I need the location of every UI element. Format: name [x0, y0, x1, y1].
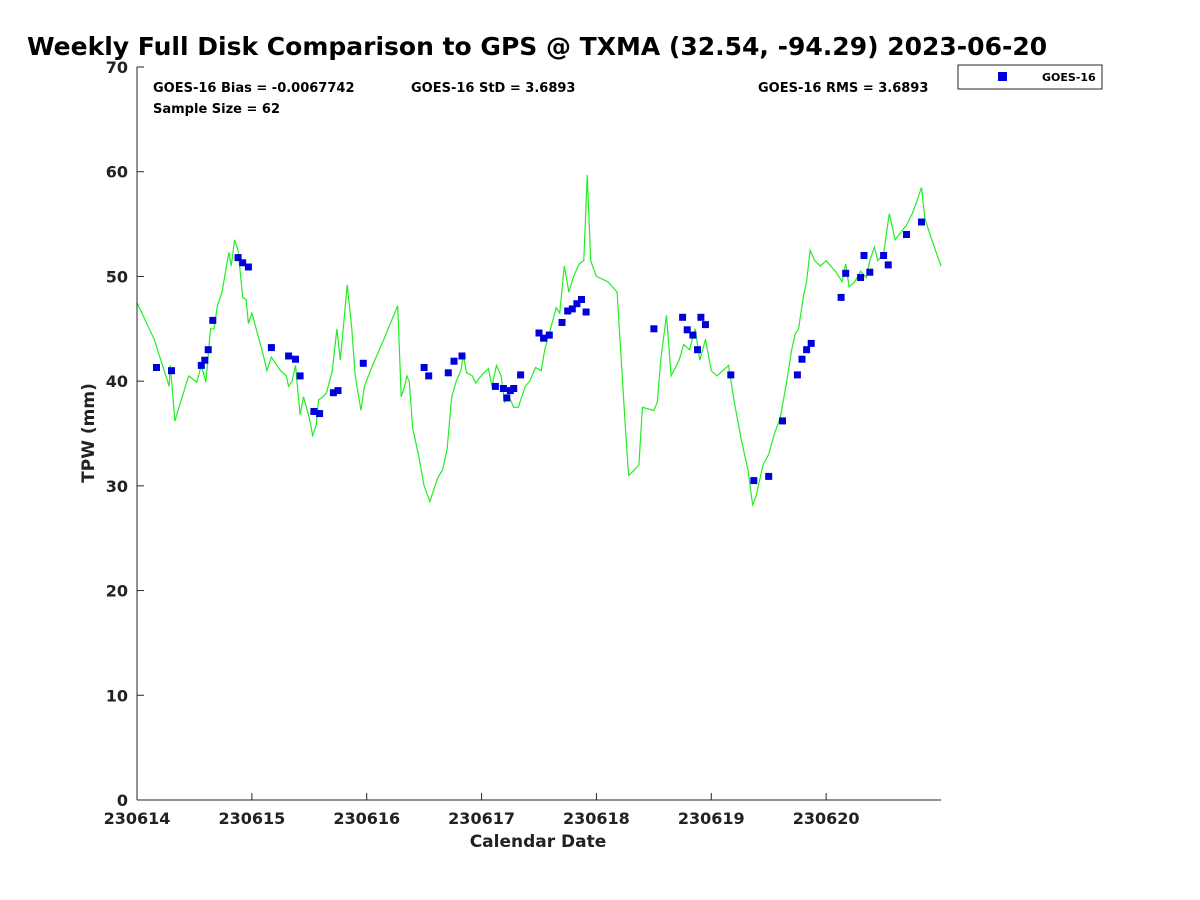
- x-ticks: 230614 230615 230616 230617 230618 230619 2306…: [104, 793, 860, 828]
- goes16-data-point: [168, 367, 175, 375]
- goes16-data-point: [689, 331, 697, 339]
- goes16-data-point: [204, 346, 212, 354]
- goes16-data-point: [316, 410, 324, 418]
- std-annotation: GOES-16 StD = 3.6893: [411, 81, 575, 96]
- goes16-data-point: [650, 325, 658, 333]
- plot-area: 0 10 20 30 40 50 60 70 230614 230615 230616 230617…: [104, 58, 942, 828]
- y-ticks: 0 10 20 30 40 50 60 70: [106, 58, 144, 810]
- goes16-data-point: [578, 296, 585, 303]
- goes16-data-point: [880, 252, 888, 259]
- chart-title: Weekly Full Disk Comparison to GPS @ TXM…: [27, 32, 1047, 61]
- goes16-data-point: [866, 268, 874, 276]
- goes16-data-point: [197, 361, 205, 369]
- goes16-data-point: [779, 417, 786, 425]
- legend-box: [957, 64, 1103, 90]
- y-tick-label: 0: [117, 791, 128, 810]
- goes16-data-point: [244, 263, 252, 271]
- x-tick-label: 230615: [218, 809, 285, 828]
- goes16-data-point: [860, 252, 868, 259]
- goes16-data-point: [510, 385, 518, 392]
- goes16-data-point: [803, 346, 811, 354]
- x-tick-label: 230616: [333, 809, 400, 828]
- goes16-data-point: [209, 316, 217, 324]
- goes16-data-point: [545, 331, 553, 339]
- y-tick-label: 50: [106, 267, 128, 286]
- goes16-data-point: [793, 371, 801, 379]
- goes16-data-point: [857, 274, 865, 281]
- goes16-data-point: [842, 269, 850, 277]
- x-tick-label: 230620: [793, 809, 860, 828]
- goes16-data-point: [798, 355, 806, 363]
- goes16-data-point: [153, 364, 160, 371]
- goes16-data-point: [201, 356, 209, 364]
- goes16-data-point: [568, 305, 576, 313]
- goes16-data-point: [807, 339, 815, 347]
- goes16-data-point: [239, 259, 247, 267]
- goes16-markers: [153, 218, 925, 485]
- y-tick-label: 10: [106, 686, 128, 705]
- goes16-data-point: [884, 261, 892, 269]
- y-tick-label: 30: [106, 477, 128, 496]
- goes16-data-point: [499, 385, 507, 392]
- goes16-data-point: [267, 344, 275, 352]
- goes16-data-point: [683, 326, 691, 334]
- goes16-data-point: [420, 364, 428, 371]
- goes16-data-point: [918, 218, 925, 226]
- goes16-data-point: [573, 300, 581, 308]
- y-tick-label: 70: [106, 58, 128, 77]
- goes16-data-point: [750, 477, 758, 485]
- goes16-data-point: [765, 472, 773, 480]
- x-tick-label: 230617: [448, 809, 515, 828]
- plot-background: [137, 67, 941, 800]
- goes16-data-point: [491, 382, 499, 390]
- goes16-data-point: [359, 359, 367, 367]
- goes16-data-point: [329, 389, 337, 397]
- x-tick-label: 230619: [678, 809, 745, 828]
- goes16-data-point: [679, 313, 687, 321]
- gps-line-group: [136, 174, 942, 507]
- y-axis-label: TPW (mm): [79, 383, 99, 483]
- goes16-data-point: [234, 254, 242, 262]
- goes16-data-point: [517, 371, 525, 379]
- legend: GOES-16: [957, 64, 1103, 90]
- goes16-data-point: [694, 346, 701, 354]
- goes16-data-point: [334, 387, 342, 395]
- goes16-data-point: [697, 313, 705, 321]
- goes16-data-point: [458, 352, 466, 360]
- goes16-data-point: [292, 355, 299, 363]
- goes16-data-point: [444, 369, 452, 377]
- bias-annotation: GOES-16 Bias = -0.0067742: [153, 81, 355, 96]
- goes16-data-point: [535, 329, 543, 337]
- goes16-data-point: [727, 371, 735, 379]
- goes16-data-point: [285, 352, 293, 360]
- goes16-data-point: [450, 357, 458, 365]
- goes16-data-point: [564, 307, 572, 315]
- x-tick-label: 230614: [104, 809, 171, 828]
- x-tick-label: 230618: [563, 809, 630, 828]
- goes16-data-point: [903, 231, 910, 238]
- goes16-data-point: [296, 372, 304, 380]
- goes16-data-point: [310, 408, 318, 415]
- y-tick-label: 20: [106, 582, 128, 601]
- legend-label-goes16: GOES-16: [1042, 71, 1096, 84]
- y-tick-label: 40: [106, 372, 128, 391]
- y-tick-label: 60: [106, 163, 128, 182]
- legend-square-marker: [998, 72, 1007, 81]
- gps-tpw-line: [136, 174, 942, 507]
- goes16-data-point: [503, 394, 511, 402]
- goes16-data-point: [540, 334, 548, 342]
- x-axis-label: Calendar Date: [470, 832, 607, 852]
- sample-size-annotation: Sample Size = 62: [153, 102, 280, 117]
- goes16-data-point: [582, 308, 590, 316]
- goes16-data-point: [702, 321, 709, 329]
- goes16-data-point: [837, 293, 845, 301]
- goes16-data-point: [425, 372, 433, 380]
- goes16-data-point: [558, 319, 566, 326]
- rms-annotation: GOES-16 RMS = 3.6893: [758, 81, 928, 96]
